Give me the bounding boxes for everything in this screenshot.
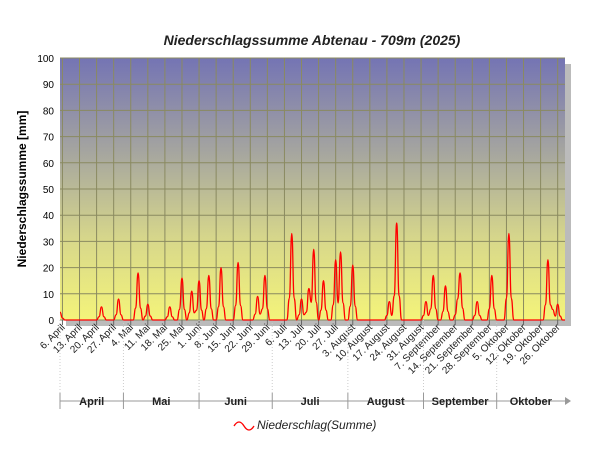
legend-line-icon bbox=[233, 421, 255, 431]
legend: Niederschlag(Summe) bbox=[233, 418, 376, 432]
month-label: September bbox=[432, 396, 490, 408]
y-tick-label: 90 bbox=[43, 80, 55, 91]
legend-label: Niederschlag(Summe) bbox=[257, 418, 376, 432]
month-axis-arrow-icon bbox=[565, 397, 571, 405]
chart-title: Niederschlagssumme Abtenau - 709m (2025) bbox=[164, 32, 461, 48]
month-label: August bbox=[367, 396, 405, 408]
y-tick-label: 0 bbox=[48, 316, 54, 327]
y-tick-label: 20 bbox=[43, 264, 55, 275]
y-tick-label: 70 bbox=[43, 133, 55, 144]
y-axis-label: Niederschlagssumme [mm] bbox=[15, 111, 29, 268]
series-line-niederschlag bbox=[59, 222, 565, 321]
y-tick-label: 30 bbox=[43, 237, 55, 248]
month-label: Mai bbox=[152, 396, 170, 408]
y-tick-label: 10 bbox=[43, 290, 55, 301]
y-tick-label: 100 bbox=[37, 54, 54, 65]
month-label: Juli bbox=[301, 396, 320, 408]
month-label: Oktober bbox=[510, 396, 553, 408]
y-tick-label: 50 bbox=[43, 185, 55, 196]
month-label: April bbox=[79, 396, 104, 408]
month-label: Juni bbox=[224, 396, 247, 408]
y-tick-label: 80 bbox=[43, 106, 55, 117]
y-tick-label: 40 bbox=[43, 211, 55, 222]
y-tick-label: 60 bbox=[43, 159, 55, 170]
